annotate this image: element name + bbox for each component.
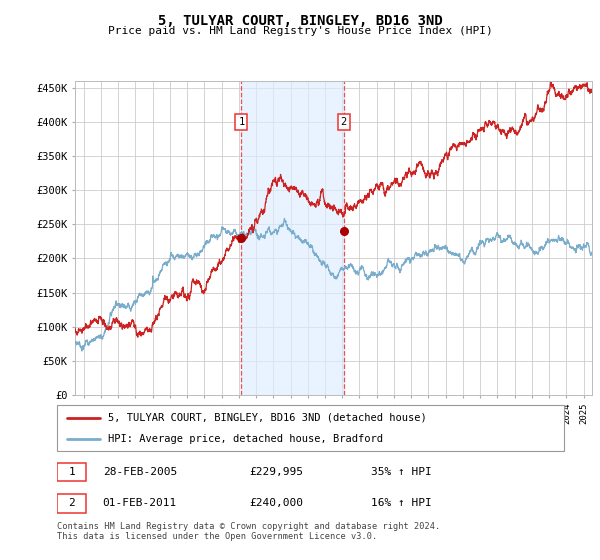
Text: £229,995: £229,995	[250, 467, 304, 477]
Text: 1: 1	[68, 467, 75, 477]
Text: 2: 2	[340, 117, 347, 127]
Bar	[241, 81, 344, 395]
FancyBboxPatch shape	[57, 405, 564, 451]
Text: 28-FEB-2005: 28-FEB-2005	[103, 467, 177, 477]
Text: 16% ↑ HPI: 16% ↑ HPI	[371, 498, 432, 508]
Text: 1: 1	[238, 117, 244, 127]
Text: HPI: Average price, detached house, Bradford: HPI: Average price, detached house, Brad…	[108, 434, 383, 444]
Text: 5, TULYAR COURT, BINGLEY, BD16 3ND: 5, TULYAR COURT, BINGLEY, BD16 3ND	[158, 14, 442, 28]
Text: 2: 2	[68, 498, 75, 508]
Text: 35% ↑ HPI: 35% ↑ HPI	[371, 467, 432, 477]
Text: 5, TULYAR COURT, BINGLEY, BD16 3ND (detached house): 5, TULYAR COURT, BINGLEY, BD16 3ND (deta…	[108, 413, 427, 423]
FancyBboxPatch shape	[57, 463, 86, 482]
FancyBboxPatch shape	[57, 494, 86, 513]
Text: Contains HM Land Registry data © Crown copyright and database right 2024.
This d: Contains HM Land Registry data © Crown c…	[57, 522, 440, 542]
Text: Price paid vs. HM Land Registry's House Price Index (HPI): Price paid vs. HM Land Registry's House …	[107, 26, 493, 36]
Text: £240,000: £240,000	[250, 498, 304, 508]
Text: 01-FEB-2011: 01-FEB-2011	[103, 498, 177, 508]
